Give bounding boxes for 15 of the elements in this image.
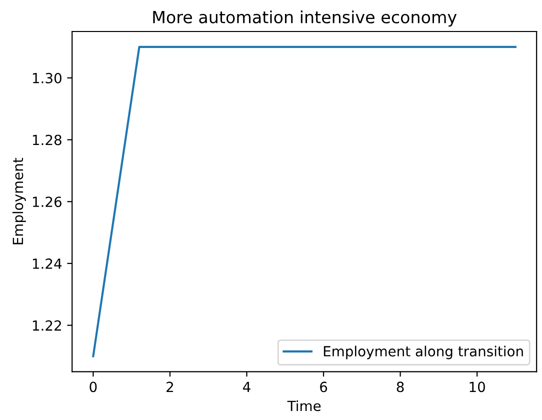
y-tick-label: 1.30 [32,72,62,84]
y-tick-label: 1.28 [32,134,62,146]
x-tick-label: 4 [243,382,250,392]
x-tick-label: 0 [90,382,97,392]
chart-title: More automation intensive economy [153,10,457,27]
x-tick-label: 6 [320,382,328,392]
y-axis-title: Employment [12,158,26,244]
y-tick-label: 1.26 [32,196,62,208]
x-tick-label: 10 [470,382,485,392]
x-tick-label: 8 [396,382,404,392]
y-tick-label: 1.22 [32,320,61,331]
x-axis-title: Time [287,400,321,412]
legend-label: Employment along transition [324,346,523,360]
x-tick-label: 2 [166,382,174,392]
y-tick-label: 1.24 [32,258,62,269]
